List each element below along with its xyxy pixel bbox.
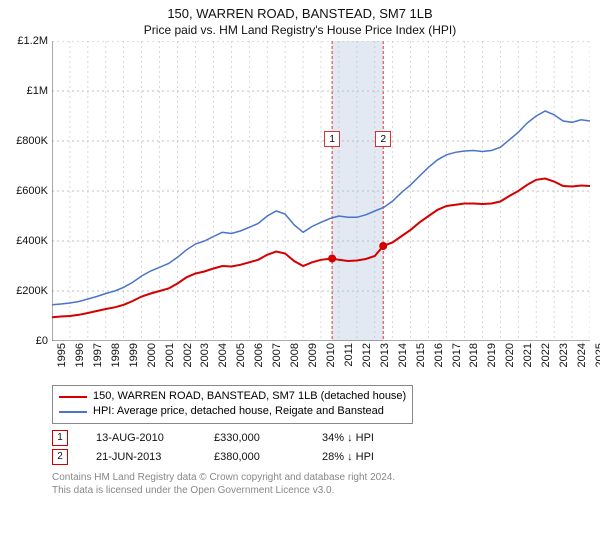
y-tick-label: £1M	[27, 85, 48, 97]
x-tick-label: 2007	[271, 343, 283, 367]
x-tick-label: 2004	[217, 343, 229, 367]
transaction-delta: 28% ↓ HPI	[322, 451, 374, 463]
x-tick-label: 2022	[540, 343, 552, 367]
transaction-row: 2 21-JUN-2013 £380,000 28% ↓ HPI	[52, 449, 590, 465]
legend-item-b: HPI: Average price, detached house, Reig…	[59, 404, 406, 419]
legend: 150, WARREN ROAD, BANSTEAD, SM7 1LB (det…	[52, 385, 413, 424]
x-tick-label: 2025	[594, 343, 600, 367]
chart-plot-area: 12	[52, 41, 580, 341]
legend-item-a: 150, WARREN ROAD, BANSTEAD, SM7 1LB (det…	[59, 389, 406, 404]
x-tick-label: 2013	[379, 343, 391, 367]
x-tick-label: 2003	[199, 343, 211, 367]
chart-svg	[52, 41, 590, 341]
x-tick-label: 2011	[343, 343, 355, 367]
y-tick-label: £200K	[16, 285, 48, 297]
chart-marker-2: 2	[375, 131, 391, 147]
x-tick-label: 1997	[92, 343, 104, 367]
x-tick-label: 2023	[558, 343, 570, 367]
x-tick-label: 2016	[433, 343, 445, 367]
x-tick-label: 2017	[451, 343, 463, 367]
transaction-delta: 34% ↓ HPI	[322, 432, 374, 444]
attribution-line-2: This data is licensed under the Open Gov…	[52, 484, 590, 497]
x-tick-label: 1996	[74, 343, 86, 367]
y-tick-label: £400K	[16, 235, 48, 247]
x-tick-label: 2000	[146, 343, 158, 367]
attribution: Contains HM Land Registry data © Crown c…	[52, 471, 590, 497]
x-tick-label: 2012	[361, 343, 373, 367]
transaction-table: 1 13-AUG-2010 £330,000 34% ↓ HPI 2 21-JUN-201…	[52, 430, 590, 465]
x-tick-label: 2010	[325, 343, 337, 367]
x-tick-label: 2014	[397, 343, 409, 367]
x-tick-label: 2009	[307, 343, 319, 367]
x-tick-label: 2006	[253, 343, 265, 367]
x-tick-label: 1995	[56, 343, 68, 367]
y-tick-label: £800K	[16, 135, 48, 147]
y-tick-label: £600K	[16, 185, 48, 197]
transaction-date: 21-JUN-2013	[96, 451, 186, 463]
legend-swatch-a	[59, 396, 87, 398]
attribution-line-1: Contains HM Land Registry data © Crown c…	[52, 471, 590, 484]
x-tick-label: 2021	[522, 343, 534, 367]
x-axis-labels: 1995 1996 1997 1998 1999 2000 2001 2002 2003 2004…	[52, 341, 580, 381]
x-tick-label: 1999	[128, 343, 140, 367]
transaction-price: £330,000	[214, 432, 294, 444]
x-tick-label: 2008	[289, 343, 301, 367]
y-tick-label: £0	[36, 335, 48, 347]
x-tick-label: 2019	[486, 343, 498, 367]
transaction-price: £380,000	[214, 451, 294, 463]
x-tick-label: 2015	[415, 343, 427, 367]
x-tick-label: 2024	[576, 343, 588, 367]
legend-label-b: HPI: Average price, detached house, Reig…	[93, 404, 384, 419]
x-tick-label: 2002	[182, 343, 194, 367]
chart-subtitle: Price paid vs. HM Land Registry's House …	[10, 23, 590, 37]
x-tick-label: 2005	[235, 343, 247, 367]
legend-swatch-b	[59, 411, 87, 413]
chart-title: 150, WARREN ROAD, BANSTEAD, SM7 1LB	[10, 6, 590, 21]
x-tick-label: 1998	[110, 343, 122, 367]
x-tick-label: 2001	[164, 343, 176, 367]
legend-label-a: 150, WARREN ROAD, BANSTEAD, SM7 1LB (det…	[93, 389, 406, 404]
x-tick-label: 2020	[504, 343, 516, 367]
x-tick-label: 2018	[468, 343, 480, 367]
transaction-row: 1 13-AUG-2010 £330,000 34% ↓ HPI	[52, 430, 590, 446]
chart-marker-1: 1	[324, 131, 340, 147]
transaction-badge: 2	[52, 449, 68, 465]
transaction-date: 13-AUG-2010	[96, 432, 186, 444]
y-tick-label: £1.2M	[17, 35, 48, 47]
transaction-badge: 1	[52, 430, 68, 446]
y-axis-labels: £0£200K£400K£600K£800K£1M£1.2M	[10, 41, 50, 341]
